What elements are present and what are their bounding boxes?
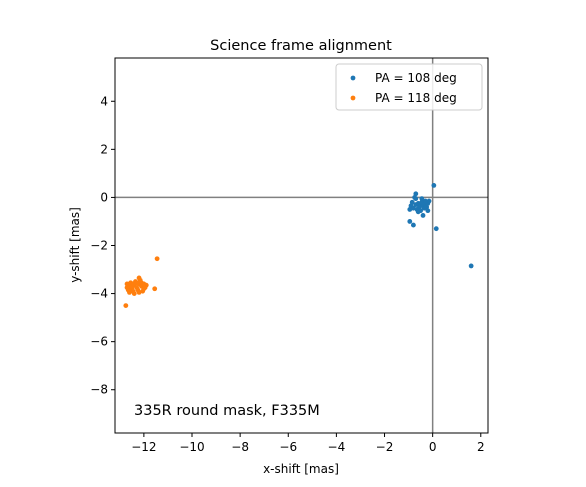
data-point-series-1	[419, 199, 425, 205]
x-tick-label: −12	[131, 440, 156, 454]
data-point-series-1	[420, 213, 426, 218]
x-tick-label: 2	[477, 440, 485, 454]
data-point-series-1	[411, 205, 416, 211]
data-point-series-1	[415, 209, 421, 215]
data-point-series-2	[136, 275, 142, 281]
y-tick-label: −4	[90, 287, 108, 301]
data-point-series-2	[127, 289, 132, 295]
annotation-text: 335R round mask, F335M	[134, 403, 320, 419]
data-point-series-2	[130, 281, 136, 287]
data-point-series-2	[131, 291, 137, 296]
data-point-series-2	[136, 289, 142, 295]
x-tick-label: −2	[376, 440, 394, 454]
x-tick-label: −10	[179, 440, 204, 454]
data-point-series-1	[431, 183, 437, 188]
x-tick-label: −4	[328, 440, 346, 454]
plot-frame	[114, 57, 489, 434]
data-points	[123, 183, 474, 308]
data-point-series-2	[134, 280, 140, 286]
y-tick-label: 4	[100, 94, 108, 108]
data-point-series-1	[425, 208, 431, 214]
data-point-series-2	[152, 286, 158, 292]
y-tick-label: −6	[90, 335, 108, 349]
x-tick-label: −8	[231, 440, 249, 454]
data-point-series-2	[124, 285, 130, 290]
y-tick-label: 0	[100, 190, 108, 204]
data-point-series-2	[141, 281, 147, 287]
data-point-series-1	[413, 196, 419, 202]
data-point-series-1	[413, 191, 419, 197]
data-point-series-2	[140, 288, 146, 294]
chart-title: Science frame alignment	[210, 38, 392, 54]
data-point-series-1	[411, 222, 416, 228]
legend-box	[335, 63, 483, 111]
reference-lines	[115, 58, 488, 433]
axis-ticks: −12 −10 −8 −6 −4 −2 0 2 −8 −6 −4 −2 0 2 4	[90, 94, 484, 454]
data-point-series-1	[407, 207, 413, 212]
x-tick-label: 0	[429, 440, 437, 454]
legend: PA = 108 deg PA = 118 deg	[335, 63, 483, 111]
x-axis-label: x-shift [mas]	[263, 462, 339, 476]
y-tick-label: 2	[100, 142, 108, 156]
legend-marker	[350, 75, 356, 81]
data-point-series-1	[426, 198, 432, 204]
data-point-series-1	[419, 196, 425, 202]
legend-label: PA = 108 deg	[375, 71, 457, 85]
data-point-series-2	[154, 256, 160, 262]
data-point-series-1	[409, 199, 415, 205]
x-tick-label: −6	[279, 440, 297, 454]
data-point-series-1	[433, 226, 439, 232]
y-tick-label: −2	[90, 239, 108, 253]
legend-label: PA = 118 deg	[375, 91, 457, 105]
data-point-series-2	[142, 285, 148, 290]
data-point-series-1	[407, 219, 413, 224]
data-point-series-2	[123, 303, 129, 308]
data-point-series-1	[424, 204, 430, 210]
legend-marker	[350, 95, 356, 101]
data-point-series-1	[468, 263, 474, 269]
data-point-series-1	[423, 198, 428, 204]
y-axis-label: y-shift [mas]	[68, 207, 82, 283]
y-tick-label: −8	[90, 383, 108, 397]
